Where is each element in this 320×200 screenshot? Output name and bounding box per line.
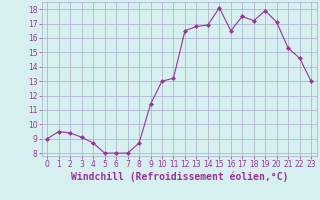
X-axis label: Windchill (Refroidissement éolien,°C): Windchill (Refroidissement éolien,°C)	[70, 172, 288, 182]
